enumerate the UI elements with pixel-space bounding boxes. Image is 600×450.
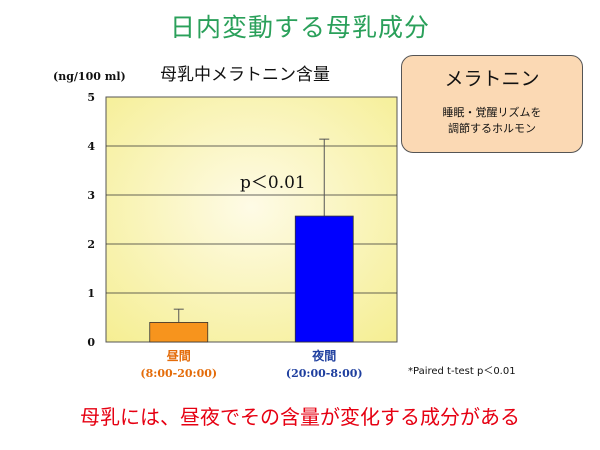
x-category-label: 夜間 — [311, 348, 336, 363]
melatonin-info-box: メラトニン 睡眠・覚醒リズムを 調節するホルモン — [401, 55, 583, 153]
info-box-title: メラトニン — [444, 68, 540, 90]
info-box-description: 睡眠・覚醒リズムを 調節するホルモン — [402, 105, 582, 137]
y-tick-label: 3 — [87, 189, 95, 202]
melatonin-bar-chart: 0 1 2 3 4 5 昼間 (8:00-20:00) 夜間 (20:00-8:00) (ng/1… — [53, 70, 398, 380]
y-tick-label: 1 — [87, 287, 95, 300]
y-tick-label: 5 — [87, 91, 95, 104]
x-category-sublabel: (8:00-20:00) — [140, 367, 217, 380]
x-category-sublabel: (20:00-8:00) — [286, 367, 363, 380]
y-tick-label: 0 — [87, 336, 95, 349]
slide-title: 日内変動する母乳成分 — [169, 13, 430, 42]
y-tick-label: 4 — [87, 140, 95, 153]
bar-night — [294, 215, 354, 343]
chart-title: 母乳中メラトニン含量 — [160, 65, 330, 85]
conclusion-text: 母乳には、昼夜でその含量が変化する成分がある — [80, 405, 520, 429]
info-box-description-line1: 睡眠・覚醒リズムを — [442, 106, 542, 119]
info-box-description-line2: 調節するホルモン — [448, 122, 536, 135]
bar-day — [149, 321, 209, 343]
y-axis-label: (ng/100 ml) — [53, 70, 126, 83]
p-value-annotation: p＜0.01 — [240, 173, 306, 193]
x-category-label: 昼間 — [166, 348, 191, 363]
y-tick-label: 2 — [87, 238, 95, 251]
statistics-footnote: *Paired t-test p＜0.01 — [408, 366, 516, 377]
